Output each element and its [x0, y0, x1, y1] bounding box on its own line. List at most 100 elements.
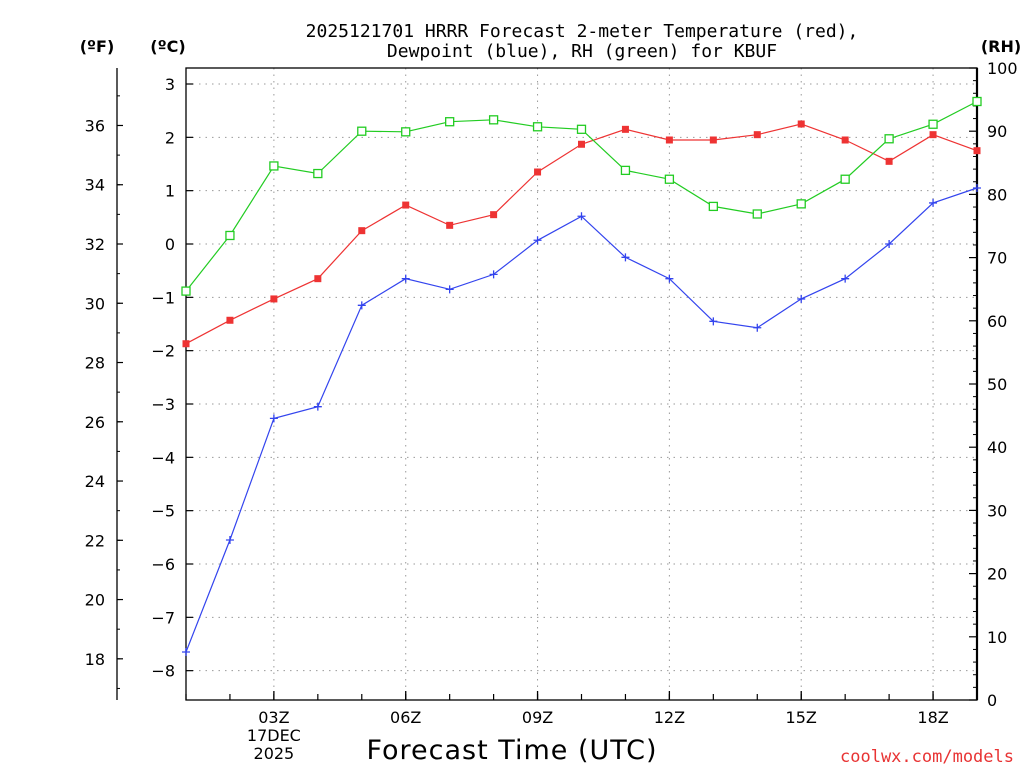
x-tick-label: 15Z — [786, 708, 817, 727]
rh-point — [708, 201, 718, 212]
temperature-point — [534, 168, 542, 176]
temperature-point — [665, 136, 673, 144]
dewpoint-point — [621, 253, 630, 262]
chart-title: 2025121701 HRRR Forecast 2-meter Tempera… — [306, 21, 859, 62]
fahrenheit-tick-label: 18 — [85, 650, 105, 669]
temperature-point — [402, 201, 410, 209]
temperature-point — [446, 221, 454, 229]
rh-tick-label: 60 — [987, 312, 1007, 331]
dewpoint-point — [577, 212, 586, 221]
rh-point — [269, 161, 279, 171]
dewpoint-point — [533, 236, 542, 245]
rh-tick-label: 10 — [987, 628, 1007, 647]
rh-tick-label: 70 — [987, 249, 1007, 268]
fahrenheit-tick-label: 26 — [85, 413, 105, 432]
temperature-point — [841, 136, 849, 144]
rh-tick-label: 50 — [987, 375, 1007, 394]
dewpoint-point — [225, 536, 234, 544]
series-rh — [181, 96, 982, 296]
temperature-line — [185, 123, 978, 345]
rh-tick-label: 90 — [987, 122, 1007, 141]
rh-point — [620, 165, 631, 176]
temperature-point — [797, 120, 805, 128]
rh-tick-label: 20 — [987, 565, 1007, 584]
dewpoint-point — [357, 301, 366, 310]
x-tick-label: 12Z — [654, 708, 685, 727]
fahrenheit-tick-label: 28 — [85, 354, 105, 373]
fahrenheit-tick-label: 34 — [85, 176, 105, 195]
dewpoint-point — [841, 274, 850, 283]
fahrenheit-axis-label: (ºF) — [80, 37, 115, 56]
rh-point — [576, 124, 587, 134]
rh-point — [181, 286, 191, 296]
dewpoint-line — [185, 187, 978, 653]
celsius-tick-label: −4 — [151, 448, 175, 467]
rh-point — [884, 134, 894, 144]
celsius-tick-label: −2 — [151, 342, 175, 361]
rh-point — [401, 127, 411, 137]
rh-point — [928, 119, 938, 129]
axes: −8 −7 −6 −5 −4 −3 −2 −1 0 1 2 3 18 20 22 24 26 28 30 32 34 36… — [85, 59, 1018, 763]
dewpoint-point — [753, 323, 762, 332]
dewpoint-point — [973, 184, 981, 192]
rh-axis-label: (RH) — [981, 37, 1021, 56]
temperature-point — [182, 340, 190, 348]
dewpoint-point — [445, 285, 454, 294]
rh-tick-label: 80 — [987, 185, 1007, 204]
fahrenheit-tick-label: 32 — [85, 235, 105, 254]
temperature-point — [885, 157, 893, 165]
temperature-point — [709, 136, 717, 144]
celsius-tick-label: −8 — [151, 662, 175, 681]
source-credit[interactable]: coolwx.com/models — [840, 747, 1014, 767]
dewpoint-point — [313, 402, 322, 411]
x-tick-label: 18Z — [917, 708, 948, 727]
temperature-point — [621, 125, 629, 133]
rh-point — [840, 174, 850, 184]
rh-tick-label: 40 — [987, 438, 1007, 457]
celsius-tick-label: −7 — [151, 608, 175, 627]
temperature-point — [314, 275, 322, 283]
rh-point — [357, 126, 367, 136]
dewpoint-point — [269, 414, 278, 423]
series-lines — [181, 96, 982, 656]
temperature-point — [358, 227, 366, 235]
plot-frame — [185, 67, 978, 701]
series-temperature — [182, 120, 981, 348]
celsius-tick-label: 0 — [165, 235, 175, 254]
rh-point — [225, 230, 235, 241]
dewpoint-point — [885, 240, 894, 248]
rh-point — [752, 209, 762, 219]
rh-point — [532, 122, 543, 132]
grid — [186, 68, 977, 700]
temperature-point — [753, 131, 761, 139]
celsius-tick-label: −3 — [151, 395, 175, 414]
temperature-point — [578, 140, 585, 148]
celsius-tick-label: 2 — [165, 128, 175, 147]
rh-point — [664, 174, 675, 184]
x-tick-label: 17DEC — [247, 726, 301, 745]
celsius-tick-label: 1 — [165, 182, 175, 201]
fahrenheit-tick-label: 24 — [85, 472, 105, 491]
x-axis-title: Forecast Time (UTC) — [366, 735, 657, 766]
temperature-point — [270, 295, 278, 303]
dewpoint-point — [401, 274, 410, 283]
x-tick-label: 09Z — [522, 708, 553, 727]
x-tick-label: 03Z — [258, 708, 289, 727]
dewpoint-point — [797, 294, 806, 303]
fahrenheit-tick-label: 22 — [85, 531, 105, 550]
temperature-point — [929, 131, 937, 139]
series-dewpoint — [182, 184, 981, 656]
fahrenheit-tick-label: 36 — [85, 116, 105, 135]
celsius-axis-label: (ºC) — [150, 37, 185, 56]
dewpoint-point — [665, 274, 674, 283]
rh-point — [488, 115, 499, 125]
chart-title-line-2: Dewpoint (blue), RH (green) for KBUF — [387, 41, 777, 62]
temperature-point — [226, 316, 234, 324]
celsius-tick-label: −5 — [151, 502, 175, 521]
celsius-tick-label: 3 — [165, 75, 175, 94]
rh-point — [796, 199, 806, 209]
x-tick-label: 2025 — [254, 744, 295, 763]
dewpoint-point — [709, 317, 718, 326]
fahrenheit-tick-label: 30 — [85, 294, 105, 313]
rh-point — [445, 117, 455, 127]
